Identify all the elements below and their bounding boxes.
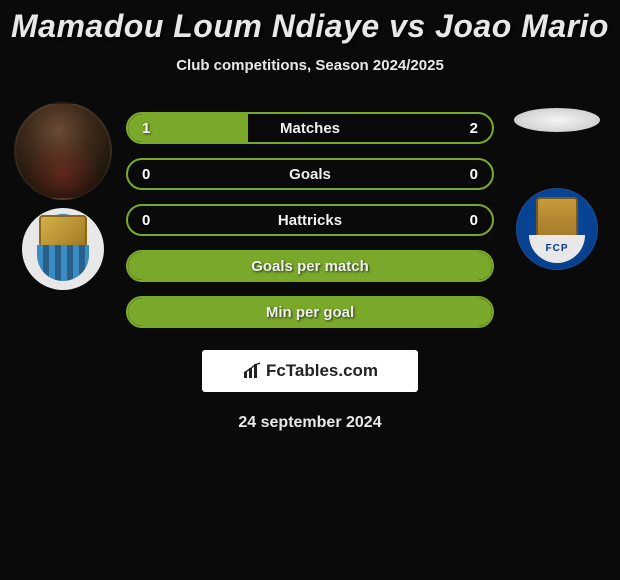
bar-chart-icon	[242, 362, 262, 380]
brand-box: FcTables.com	[202, 350, 418, 392]
player-right-photo	[514, 108, 600, 132]
stat-row: Goals per match	[126, 250, 494, 282]
comparison-card: Mamadou Loum Ndiaye vs Joao Mario Club c…	[0, 0, 620, 432]
stat-label: Matches	[128, 114, 492, 142]
stat-label: Min per goal	[128, 298, 492, 326]
stats-column: 12Matches 00Goals 00Hattricks Goals per mat…	[118, 102, 502, 328]
stat-row: 12Matches	[126, 112, 494, 144]
stat-row: 00Hattricks	[126, 204, 494, 236]
stat-row: 00Goals	[126, 158, 494, 190]
subtitle: Club competitions, Season 2024/2025	[0, 57, 620, 74]
club-badge-left	[22, 208, 104, 290]
club-badge-right	[516, 188, 598, 270]
stat-label: Goals per match	[128, 252, 492, 280]
right-player-column	[502, 102, 612, 270]
date-line: 24 september 2024	[0, 414, 620, 432]
stat-row: Min per goal	[126, 296, 494, 328]
main-row: 12Matches 00Goals 00Hattricks Goals per mat…	[0, 102, 620, 328]
stat-label: Goals	[128, 160, 492, 188]
stat-label: Hattricks	[128, 206, 492, 234]
page-title: Mamadou Loum Ndiaye vs Joao Mario	[0, 8, 620, 45]
player-left-photo	[14, 102, 112, 200]
brand-text: FcTables.com	[266, 361, 378, 381]
left-player-column	[8, 102, 118, 290]
